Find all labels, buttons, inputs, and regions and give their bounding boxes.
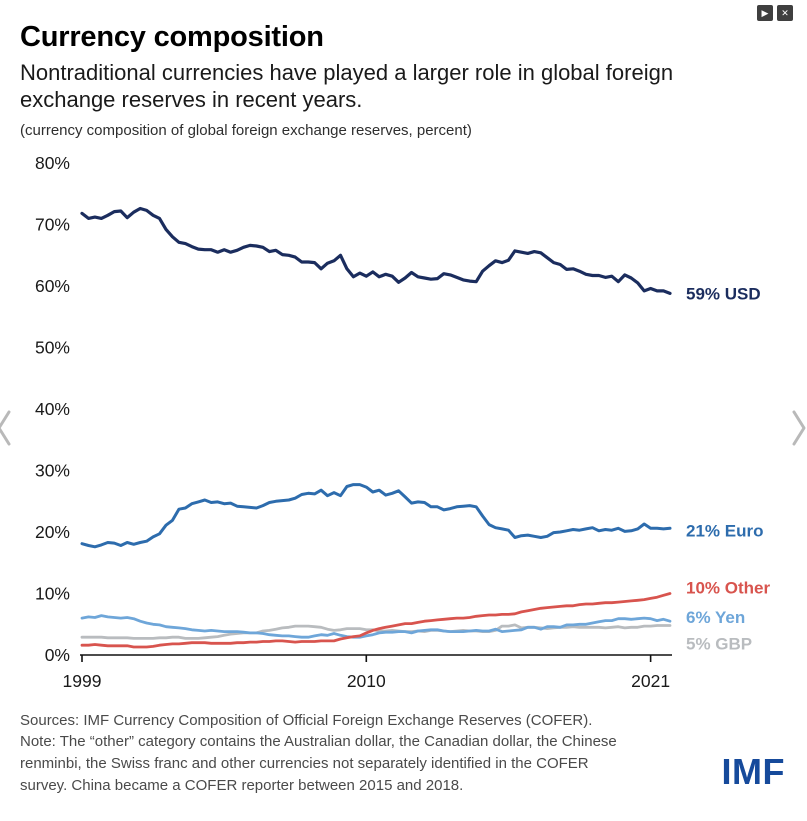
series-end-label-yen: 6% Yen	[686, 608, 745, 627]
series-line-usd	[80, 206, 672, 295]
y-axis-tick-label: 10%	[35, 583, 70, 603]
series-line-yen	[80, 613, 672, 639]
chevron-left-icon	[0, 410, 11, 446]
series-end-label-usd: 59% USD	[686, 284, 761, 303]
carousel-prev-button[interactable]	[0, 406, 14, 450]
y-axis-tick-label: 50%	[35, 337, 70, 357]
play-icon: ▶	[761, 7, 769, 18]
x-axis-tick-label: 2021	[631, 671, 670, 691]
chart-svg: 0% 10% 20% 30% 40% 50% 60% 70% 80% 1999 2010 2021 5%…	[35, 153, 771, 691]
x-axis-tick-label: 1999	[63, 671, 102, 691]
close-button[interactable]: ✕	[777, 5, 793, 21]
series-line-other	[80, 591, 672, 648]
chart-footer: Sources: IMF Currency Composition of Off…	[0, 700, 807, 797]
y-axis-tick-label: 20%	[35, 522, 70, 542]
y-axis-tick-label: 40%	[35, 399, 70, 419]
page-title: Currency composition	[20, 21, 324, 53]
y-axis-tick-label: 0%	[45, 645, 70, 665]
series-line-euro	[80, 482, 672, 548]
y-axis-tick-label: 30%	[35, 460, 70, 480]
play-button[interactable]: ▶	[757, 5, 773, 21]
chart-caption: (currency composition of global foreign …	[20, 121, 472, 139]
y-axis-tick-label: 70%	[35, 214, 70, 234]
imf-logo: IMF	[721, 750, 785, 792]
close-icon: ✕	[781, 7, 789, 18]
sources-note: Sources: IMF Currency Composition of Off…	[20, 710, 632, 797]
y-axis-tick-label: 80%	[35, 153, 70, 173]
chart-header: Currency composition Nontraditional curr…	[0, 0, 807, 139]
note-line: Note: The “other” category contains the …	[20, 733, 617, 794]
y-axis-tick-label: 60%	[35, 276, 70, 296]
carousel-next-button[interactable]	[789, 406, 807, 450]
x-axis-tick-label: 2010	[347, 671, 386, 691]
series-end-label-gbp: 5% GBP	[686, 634, 752, 653]
chart-area: 0% 10% 20% 30% 40% 50% 60% 70% 80% 1999 2010 2021 5%…	[20, 147, 807, 700]
chart-subtitle: Nontraditional currencies have played a …	[20, 59, 674, 112]
series-end-label-other: 10% Other	[686, 578, 770, 597]
chevron-right-icon	[792, 410, 806, 446]
sources-line: Sources: IMF Currency Composition of Off…	[20, 711, 593, 729]
series-end-label-euro: 21% Euro	[686, 521, 763, 540]
window-controls: ▶ ✕	[757, 5, 793, 21]
